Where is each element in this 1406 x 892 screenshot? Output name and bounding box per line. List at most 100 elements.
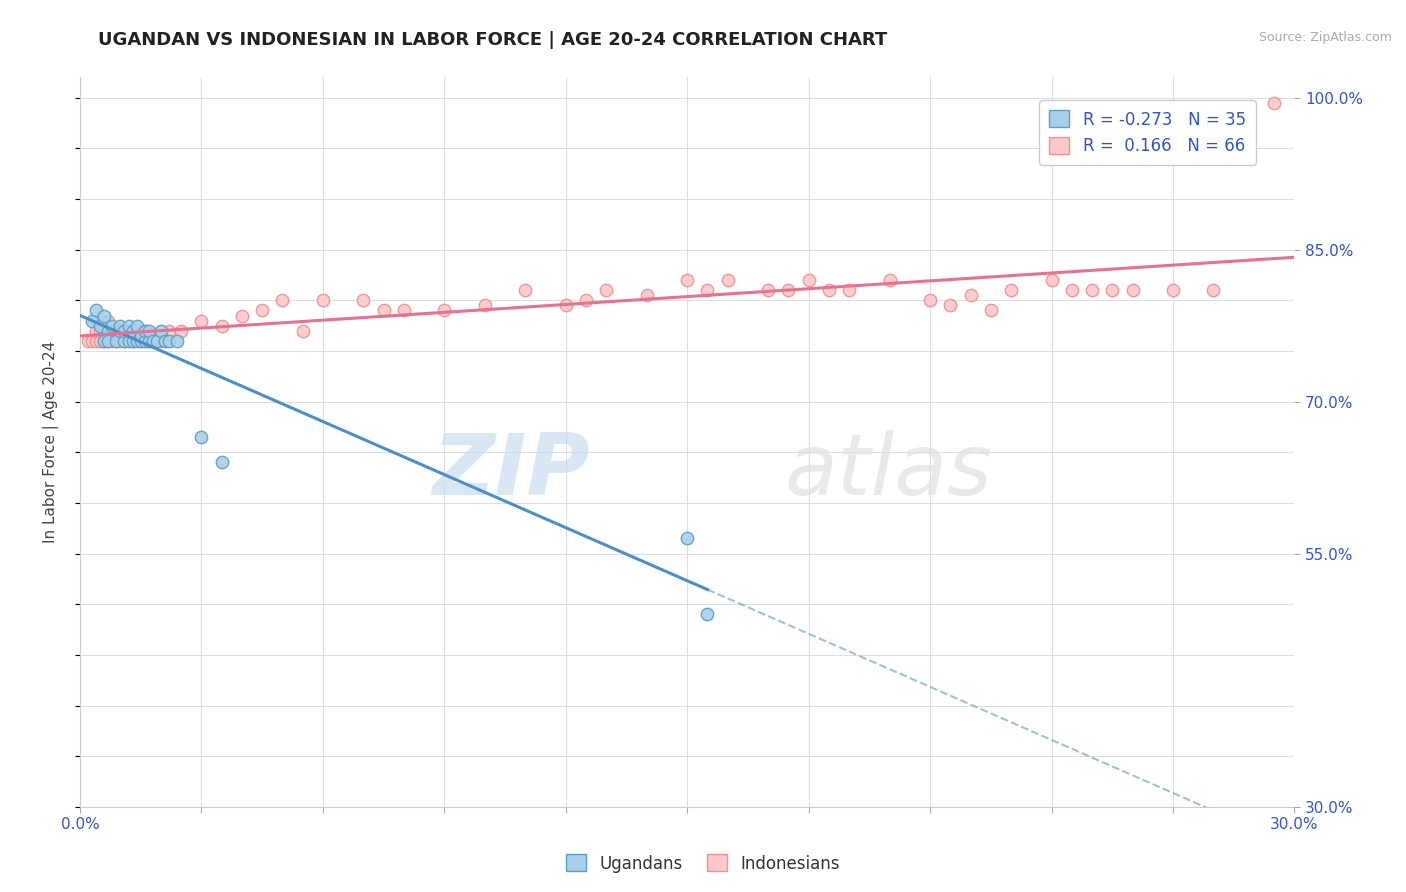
- Point: [129, 328, 152, 343]
- Point: [97, 313, 120, 327]
- Point: [595, 283, 617, 297]
- Point: [250, 303, 273, 318]
- Point: [157, 334, 180, 348]
- Point: [392, 303, 415, 318]
- Point: [433, 303, 456, 318]
- Point: [157, 324, 180, 338]
- Point: [89, 324, 111, 338]
- Point: [82, 334, 104, 348]
- Point: [575, 293, 598, 308]
- Point: [696, 607, 718, 622]
- Text: atlas: atlas: [785, 430, 993, 513]
- Legend: R = -0.273   N = 35, R =  0.166   N = 66: R = -0.273 N = 35, R = 0.166 N = 66: [1039, 101, 1256, 165]
- Point: [97, 324, 120, 338]
- Point: [554, 298, 576, 312]
- Point: [84, 303, 107, 318]
- Point: [93, 324, 115, 338]
- Point: [125, 318, 148, 333]
- Point: [1101, 283, 1123, 297]
- Point: [138, 334, 160, 348]
- Point: [110, 334, 132, 348]
- Point: [134, 324, 156, 338]
- Point: [117, 334, 139, 348]
- Legend: Ugandans, Indonesians: Ugandans, Indonesians: [560, 847, 846, 880]
- Point: [97, 334, 120, 348]
- Point: [166, 334, 188, 348]
- Point: [1202, 283, 1225, 297]
- Point: [170, 324, 193, 338]
- Point: [138, 324, 160, 338]
- Point: [211, 455, 233, 469]
- Point: [77, 334, 100, 348]
- Point: [101, 324, 124, 338]
- Point: [82, 313, 104, 327]
- Point: [474, 298, 496, 312]
- Point: [778, 283, 800, 297]
- Point: [105, 324, 128, 338]
- Point: [129, 334, 152, 348]
- Point: [134, 334, 156, 348]
- Point: [110, 318, 132, 333]
- Point: [97, 334, 120, 348]
- Point: [676, 532, 699, 546]
- Point: [291, 324, 314, 338]
- Point: [879, 273, 901, 287]
- Point: [149, 324, 172, 338]
- Point: [1081, 283, 1104, 297]
- Point: [797, 273, 820, 287]
- Point: [756, 283, 779, 297]
- Point: [121, 334, 143, 348]
- Point: [231, 309, 253, 323]
- Point: [271, 293, 294, 308]
- Point: [84, 334, 107, 348]
- Point: [920, 293, 942, 308]
- Point: [838, 283, 860, 297]
- Point: [114, 334, 136, 348]
- Point: [105, 334, 128, 348]
- Point: [93, 309, 115, 323]
- Point: [515, 283, 537, 297]
- Y-axis label: In Labor Force | Age 20-24: In Labor Force | Age 20-24: [44, 341, 59, 543]
- Point: [1161, 283, 1184, 297]
- Point: [110, 324, 132, 338]
- Point: [129, 334, 152, 348]
- Point: [117, 324, 139, 338]
- Point: [352, 293, 374, 308]
- Point: [717, 273, 740, 287]
- Point: [980, 303, 1002, 318]
- Point: [114, 324, 136, 338]
- Point: [676, 273, 699, 287]
- Point: [1121, 283, 1143, 297]
- Point: [138, 334, 160, 348]
- Point: [190, 313, 212, 327]
- Point: [117, 318, 139, 333]
- Point: [373, 303, 395, 318]
- Point: [89, 334, 111, 348]
- Point: [959, 288, 981, 302]
- Point: [636, 288, 658, 302]
- Point: [93, 334, 115, 348]
- Point: [153, 334, 176, 348]
- Point: [110, 324, 132, 338]
- Point: [211, 318, 233, 333]
- Point: [149, 334, 172, 348]
- Point: [101, 334, 124, 348]
- Point: [84, 324, 107, 338]
- Point: [121, 334, 143, 348]
- Point: [93, 334, 115, 348]
- Point: [1060, 283, 1083, 297]
- Point: [134, 324, 156, 338]
- Point: [146, 334, 169, 348]
- Point: [142, 334, 165, 348]
- Point: [142, 334, 165, 348]
- Point: [105, 334, 128, 348]
- Point: [939, 298, 962, 312]
- Point: [101, 318, 124, 333]
- Point: [312, 293, 335, 308]
- Point: [818, 283, 841, 297]
- Point: [1040, 273, 1063, 287]
- Point: [89, 318, 111, 333]
- Text: ZIP: ZIP: [433, 430, 591, 513]
- Point: [1000, 283, 1022, 297]
- Point: [121, 324, 143, 338]
